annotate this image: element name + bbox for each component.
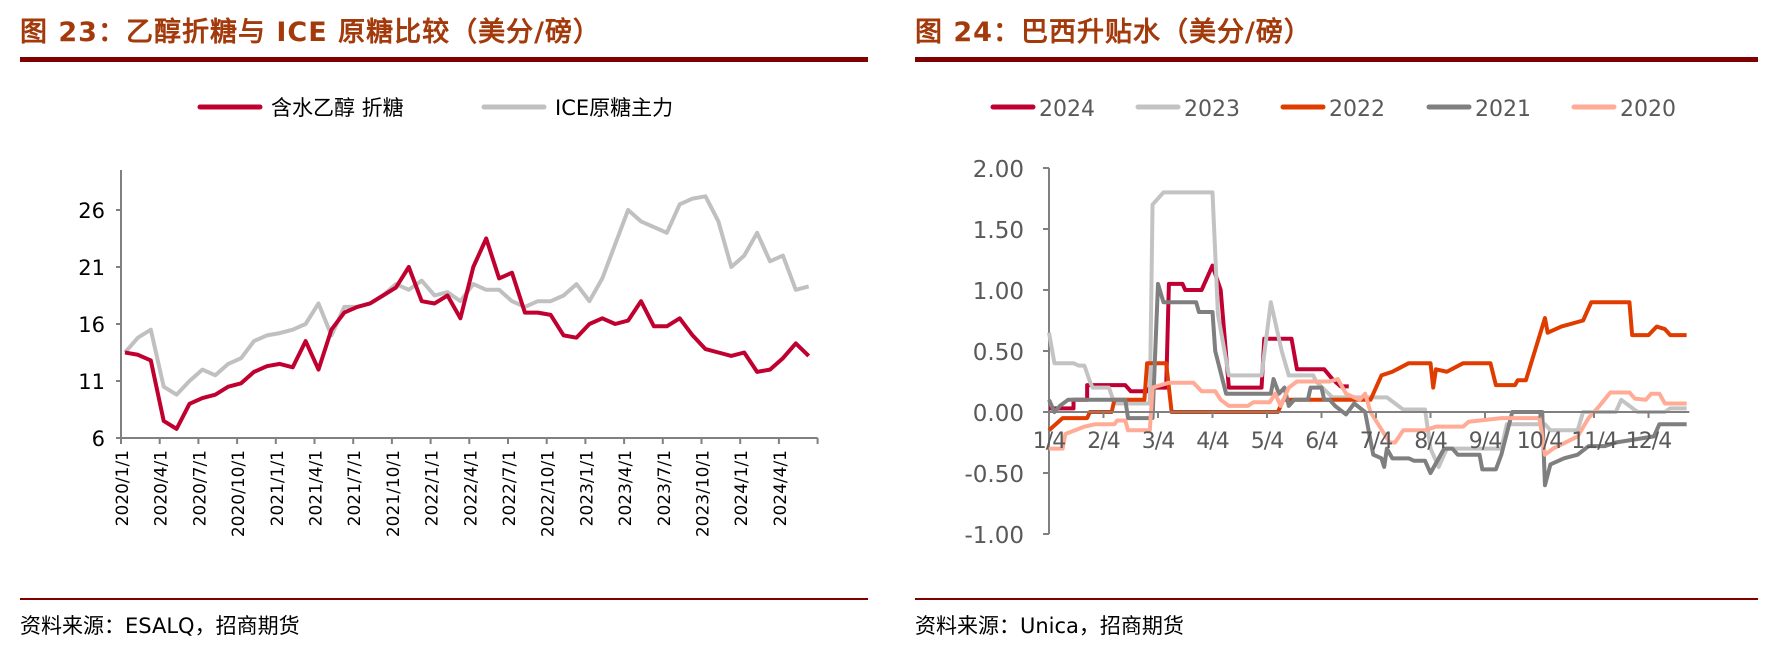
x-tick-label: 2022/4/1 — [461, 450, 481, 526]
x-tick-label: 2024/4/1 — [771, 450, 791, 526]
x-tick-label: 12/4 — [1626, 429, 1671, 454]
y-tick-label: -0.50 — [964, 462, 1024, 488]
legend-label: 含水乙醇 折糖 — [271, 96, 404, 120]
x-tick-label: 8/4 — [1414, 429, 1446, 454]
legend-label: 2023 — [1184, 97, 1240, 122]
legend-label: 2022 — [1329, 97, 1385, 122]
left-chart-title: 图 23：乙醇折糖与 ICE 原糖比较（美分/磅） — [20, 17, 601, 48]
series-line-ethanol — [124, 236, 811, 431]
y-tick-label: 2.00 — [973, 157, 1024, 183]
x-tick-label: 2022/10/1 — [539, 450, 559, 537]
y-tick-label: 11 — [78, 370, 105, 394]
y-tick-label: 26 — [78, 199, 105, 223]
right-chart-title: 图 24：巴西升贴水（美分/磅） — [915, 17, 1312, 48]
x-tick-label: 2023/1/1 — [577, 450, 597, 526]
x-tick-label: 2021/10/1 — [384, 450, 404, 537]
x-tick-label: 2020/7/1 — [190, 450, 210, 526]
x-tick-label: 5/4 — [1251, 429, 1283, 454]
x-tick-label: 2020/4/1 — [152, 450, 172, 526]
right-title-rule — [915, 57, 1758, 62]
x-tick-label: 2020/1/1 — [113, 450, 133, 526]
y-tick-label: 1.00 — [973, 279, 1024, 305]
x-tick-label: 3/4 — [1142, 429, 1174, 454]
y-tick-label: 1.50 — [973, 218, 1024, 244]
x-tick-label: 1/4 — [1033, 429, 1065, 454]
right-source-note: 资料来源：Unica，招商期货 — [915, 614, 1184, 638]
legend-label: 2020 — [1620, 97, 1676, 122]
y-tick-label: 16 — [78, 313, 105, 337]
y-tick-label: 21 — [78, 256, 105, 280]
legend-label: 2024 — [1039, 97, 1095, 122]
series-line-2022 — [1047, 300, 1687, 432]
legend-label: ICE原糖主力 — [555, 96, 673, 120]
x-tick-label: 2024/1/1 — [732, 450, 752, 526]
legend-label: 2021 — [1475, 97, 1531, 122]
y-tick-label: 0.00 — [973, 401, 1024, 427]
x-tick-label: 11/4 — [1571, 429, 1616, 454]
x-tick-label: 2/4 — [1087, 429, 1119, 454]
left-bottom-rule — [20, 598, 868, 600]
series-line-2023 — [1047, 190, 1687, 469]
y-tick-label: 6 — [92, 427, 105, 451]
x-tick-label: 7/4 — [1360, 429, 1392, 454]
right-bottom-rule — [915, 598, 1758, 600]
x-tick-label: 2021/4/1 — [307, 450, 327, 526]
y-tick-label: -1.00 — [964, 523, 1024, 549]
x-tick-label: 2023/10/1 — [694, 450, 714, 537]
x-tick-label: 10/4 — [1517, 429, 1562, 454]
x-tick-label: 6/4 — [1305, 429, 1337, 454]
left-title-rule — [20, 57, 868, 62]
left-source-note: 资料来源：ESALQ，招商期货 — [20, 614, 300, 638]
y-tick-label: 0.50 — [973, 340, 1024, 366]
x-tick-label: 2022/7/1 — [500, 450, 520, 526]
x-tick-label: 2021/1/1 — [268, 450, 288, 526]
x-tick-label: 4/4 — [1196, 429, 1228, 454]
x-tick-label: 2021/7/1 — [345, 450, 365, 526]
x-tick-label: 2023/4/1 — [616, 450, 636, 526]
x-tick-label: 2022/1/1 — [423, 450, 443, 526]
x-tick-label: 2020/10/1 — [229, 450, 249, 537]
x-tick-label: 2023/7/1 — [655, 450, 675, 526]
series-line-2024 — [1049, 263, 1349, 411]
x-tick-label: 9/4 — [1469, 429, 1501, 454]
